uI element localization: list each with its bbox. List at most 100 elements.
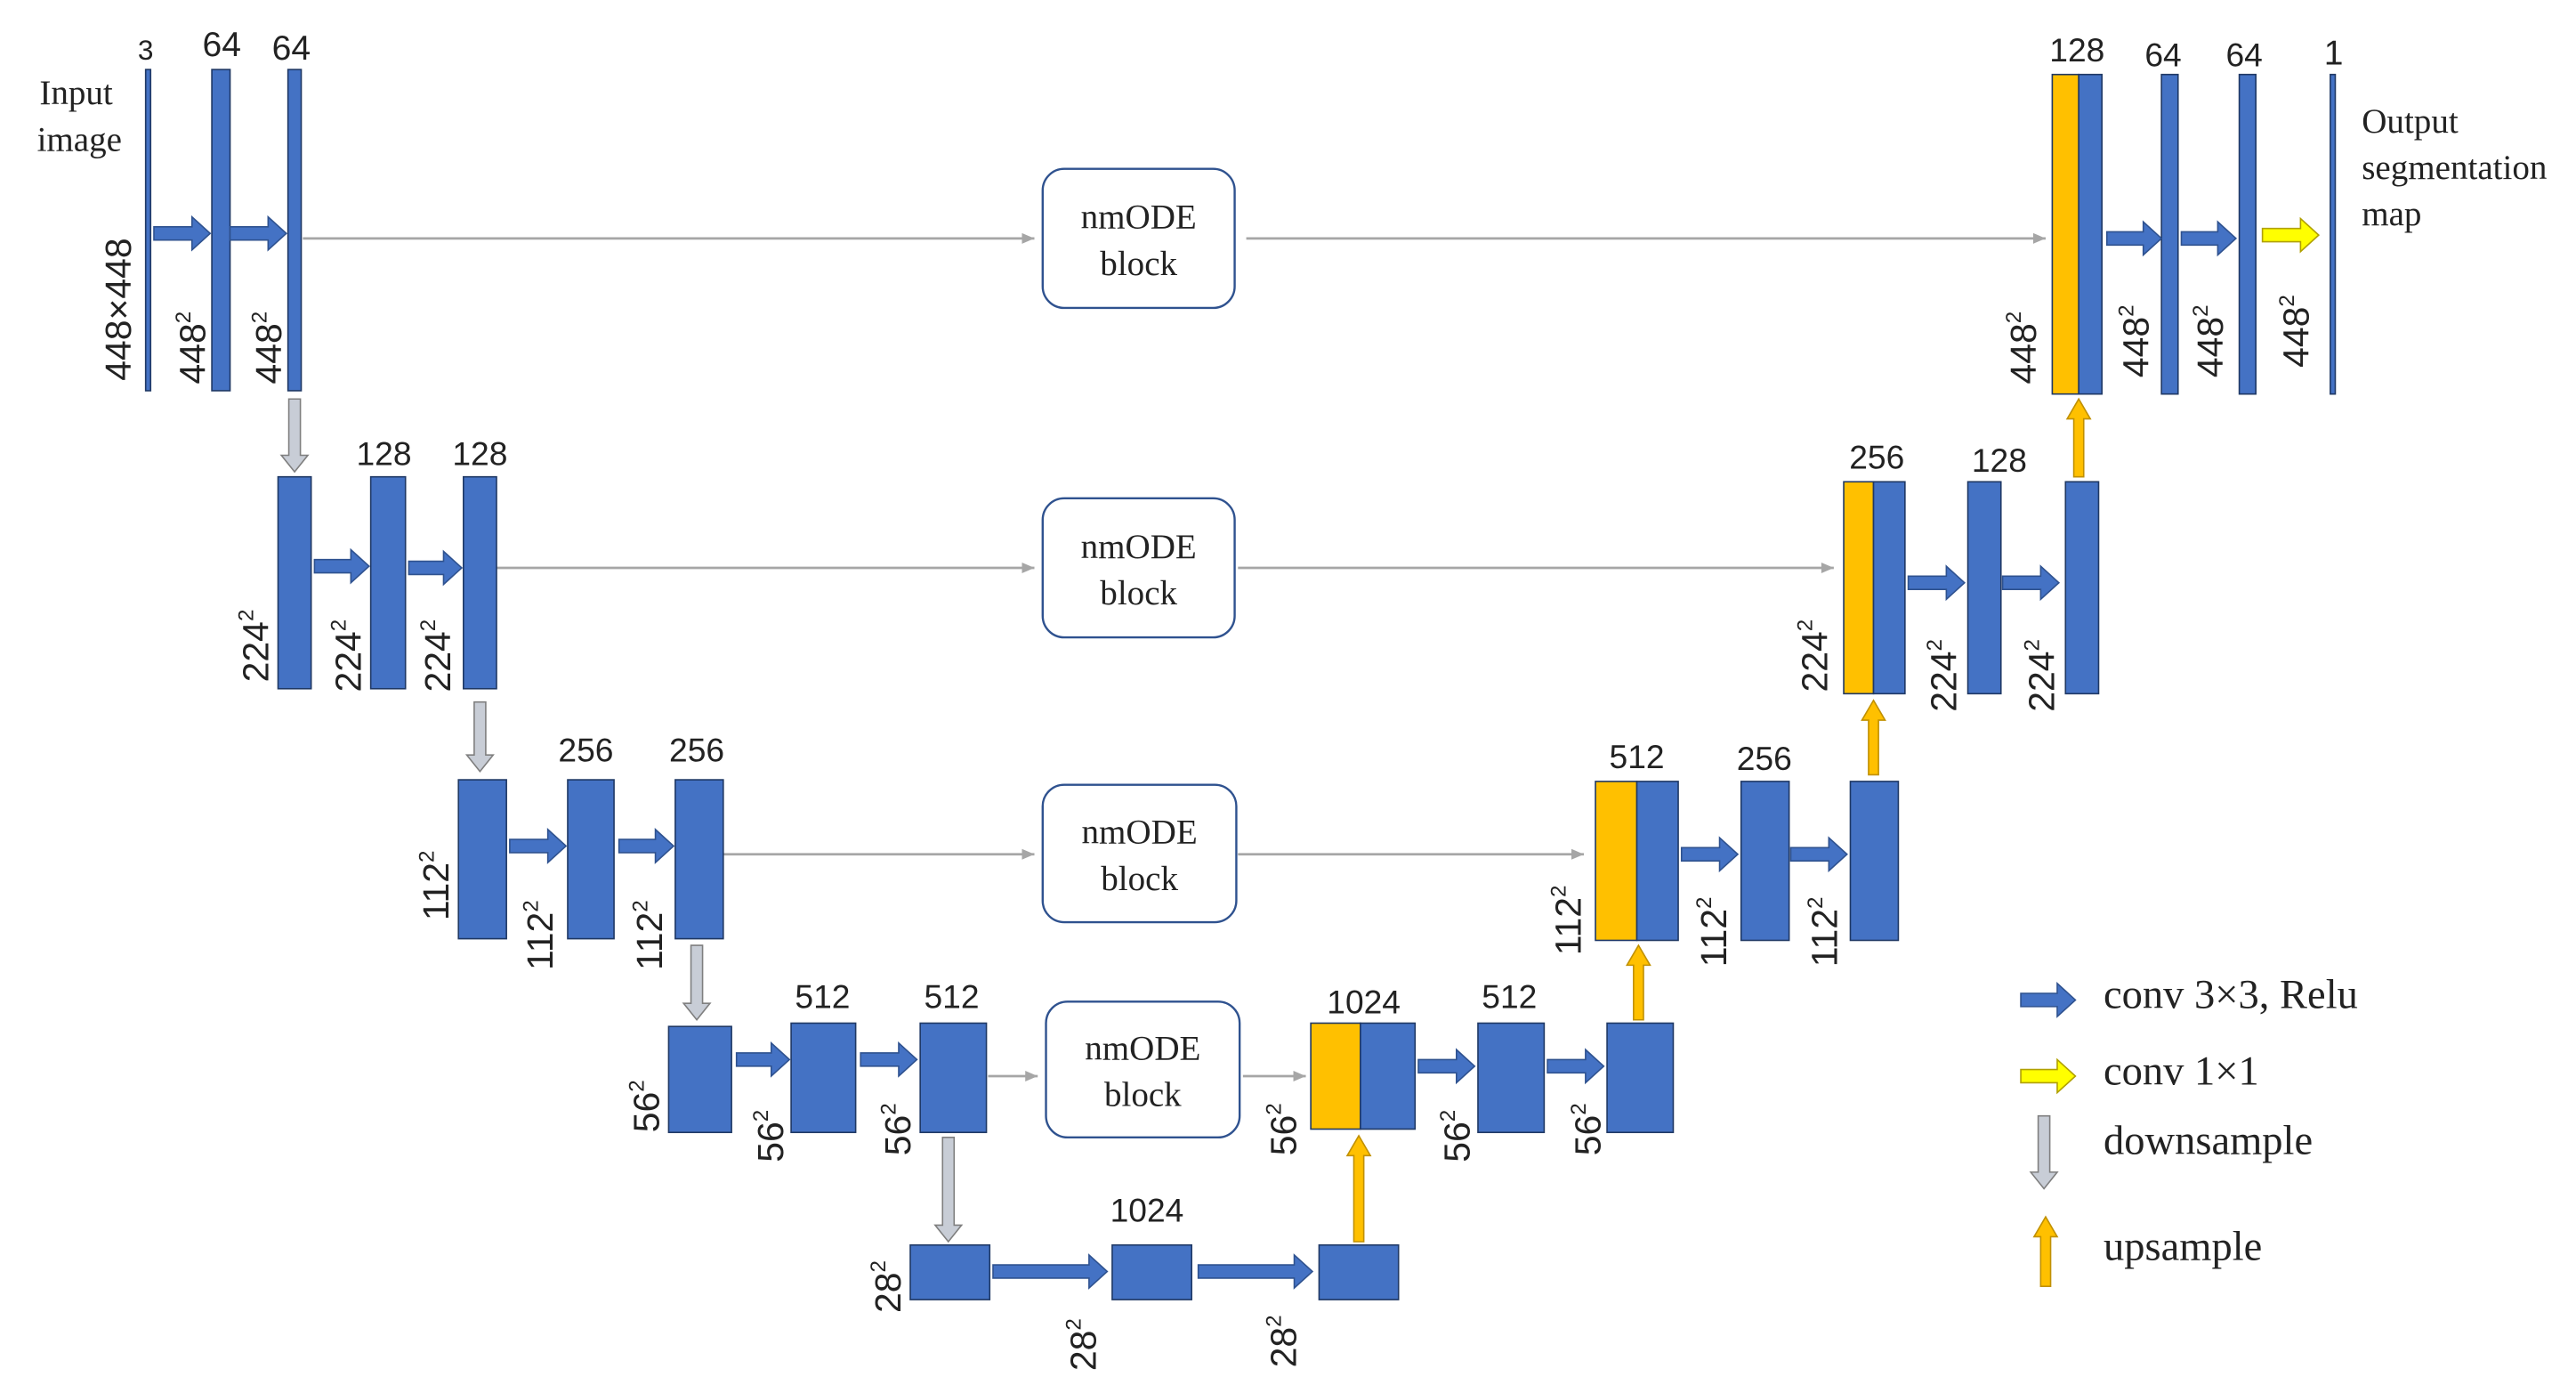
conv-arrow-d2-b xyxy=(2001,564,2061,602)
nmode-block-l1-subtitle: block xyxy=(1100,245,1177,283)
size-label-d3-a-exp: 2 xyxy=(1692,897,1716,909)
skip-line-l3-in-head xyxy=(1022,848,1035,860)
channel-label-l4-conv1: 512 xyxy=(795,978,850,1016)
channel-label-d2-concat: 256 xyxy=(1849,438,1904,475)
size-label-l4-pool-exp: 2 xyxy=(626,1080,650,1091)
size-label-d3-b-exp: 2 xyxy=(1804,897,1828,909)
output-map-label-line1: Output xyxy=(2362,102,2459,141)
legend-downsample-arrow xyxy=(2029,1114,2059,1190)
decoder-l3-up-map xyxy=(1635,781,1679,942)
nmode-block-l3-subtitle: block xyxy=(1101,860,1178,898)
size-label-d1-output-exp: 2 xyxy=(2275,295,2299,306)
downsample-arrow-l1 xyxy=(279,398,310,474)
legend-upsample-arrow xyxy=(2032,1215,2059,1288)
conv-arrow-d3-b xyxy=(1789,836,1848,873)
decoder-l3-conv2-map xyxy=(1849,781,1900,942)
nmode-block-l1 xyxy=(1041,167,1236,310)
conv-arrow-l1-b xyxy=(229,215,287,252)
size-label-d1-a: 4482 xyxy=(2115,304,2157,377)
skip-line-l2-out-head xyxy=(1821,562,1834,573)
size-label-d2-b: 2242 xyxy=(2021,639,2063,712)
channel-label-d1-output: 1 xyxy=(2324,35,2344,73)
size-label-d1-a-exp: 2 xyxy=(2115,304,2139,316)
encoder-l2-conv1-map xyxy=(369,475,407,690)
channel-label-d3-concat: 512 xyxy=(1610,738,1665,775)
conv-arrow-d3-a xyxy=(1680,836,1740,873)
size-label-d1-b-exp: 2 xyxy=(2189,304,2213,316)
decoder-l1-up-map xyxy=(2078,73,2103,395)
size-label-l2-a-exp: 2 xyxy=(327,620,351,631)
size-label-bottleneck-a: 282 xyxy=(1062,1318,1104,1371)
decoder-l2-up-map xyxy=(1872,481,1906,695)
channel-label-l1-input: 3 xyxy=(138,34,154,66)
bottleneck-pool-map xyxy=(909,1243,991,1300)
input-size-label: 448×448 xyxy=(98,238,139,380)
size-label-l4-pool: 562 xyxy=(626,1080,667,1132)
nmode-block-l2 xyxy=(1041,497,1236,639)
conv-arrow-l2-b xyxy=(408,549,464,587)
channel-label-l1-conv1: 64 xyxy=(203,26,241,64)
operation-arrows xyxy=(153,215,2321,1290)
encoder-l3-pool-map xyxy=(457,779,507,940)
channel-label-d2-conv1: 128 xyxy=(1972,441,2027,479)
decoder-l4-skip-map xyxy=(1310,1022,1361,1130)
size-label-d3-concat-exp: 2 xyxy=(1547,886,1571,897)
upsample-arrow-d4 xyxy=(1625,944,1651,1021)
legend: conv 3×3, Relu conv 1×1 downsample upsample xyxy=(2020,973,2358,1288)
size-label-l3-a-exp: 2 xyxy=(520,900,544,911)
conv-arrow-d4-b xyxy=(1546,1048,1605,1085)
size-label-l2-pool: 2242 xyxy=(235,610,277,683)
encoder-l1-conv1-map xyxy=(211,69,231,392)
size-label-d2-b-exp: 2 xyxy=(2021,639,2045,651)
nmode-block-l1-title: nmODE xyxy=(1081,198,1197,237)
feature-maps xyxy=(144,69,2337,1300)
size-label-d1-concat: 4482 xyxy=(2002,312,2044,385)
size-label-l2-a: 2242 xyxy=(327,620,369,692)
conv-arrow-d1-a xyxy=(2105,220,2163,257)
size-label-d3-b: 1122 xyxy=(1804,897,1845,968)
size-label-l1-a: 4482 xyxy=(172,312,214,385)
conv-arrow-bottleneck-a xyxy=(992,1253,1109,1290)
decoder-l1-output-map xyxy=(2330,73,2337,395)
size-label-l4-a-exp: 2 xyxy=(749,1110,773,1122)
size-label-bottleneck-b-exp: 2 xyxy=(1263,1315,1287,1326)
size-label-l3-b: 1122 xyxy=(628,900,670,970)
encoder-l1-input-map xyxy=(144,69,152,392)
size-label-d4-b: 562 xyxy=(1567,1103,1609,1155)
skip-line-l4-in-head xyxy=(1025,1071,1038,1081)
conv-arrow-l3-b xyxy=(618,828,675,864)
channel-label-d1-conv2: 64 xyxy=(2225,36,2262,73)
size-label-l2-pool-exp: 2 xyxy=(235,610,259,621)
size-label-d2-concat: 2242 xyxy=(1794,620,1836,692)
size-label-d1-concat-exp: 2 xyxy=(2002,312,2026,323)
conv-arrow-l4-a xyxy=(735,1041,791,1078)
size-label-l1-b: 4482 xyxy=(247,312,289,385)
size-label-l4-b-exp: 2 xyxy=(876,1103,900,1114)
nmode-block-l4-subtitle: block xyxy=(1104,1075,1182,1114)
conv-arrow-l4-b xyxy=(860,1041,918,1078)
conv-arrow-d2-a xyxy=(1907,564,1966,602)
upsample-arrow-d3 xyxy=(1861,699,1886,776)
size-label-l3-a: 1122 xyxy=(520,900,561,970)
skip-line-l2-in-head xyxy=(1022,562,1035,573)
size-label-d1-b: 4482 xyxy=(2189,304,2231,377)
encoder-l2-conv2-map xyxy=(462,475,497,690)
input-image-label-line1: Input xyxy=(39,74,113,112)
nmode-blocks: nmODE block nmODE block nmODE block nmODE block xyxy=(1041,167,1241,1139)
decoder-l4-up-map xyxy=(1360,1022,1417,1130)
legend-conv3-arrow xyxy=(2020,982,2077,1018)
encoder-l1-conv2-map xyxy=(287,69,303,392)
conv-arrow-l1-a xyxy=(153,215,212,252)
conv-arrow-d4-a xyxy=(1417,1048,1476,1085)
conv-arrow-l2-a xyxy=(313,547,370,585)
nmode-block-l2-title: nmODE xyxy=(1081,528,1197,566)
size-label-d1-output: 4482 xyxy=(2275,295,2317,368)
upsample-arrow-bottleneck xyxy=(1345,1134,1372,1243)
decoder-l2-skip-map xyxy=(1843,481,1875,695)
nmode-block-l3 xyxy=(1041,783,1238,924)
size-label-bottleneck-b: 282 xyxy=(1263,1315,1304,1367)
size-label-bottleneck-pool: 282 xyxy=(867,1260,908,1313)
size-label-l4-b: 562 xyxy=(876,1103,918,1155)
conv1x1-arrow-output xyxy=(2261,216,2321,254)
